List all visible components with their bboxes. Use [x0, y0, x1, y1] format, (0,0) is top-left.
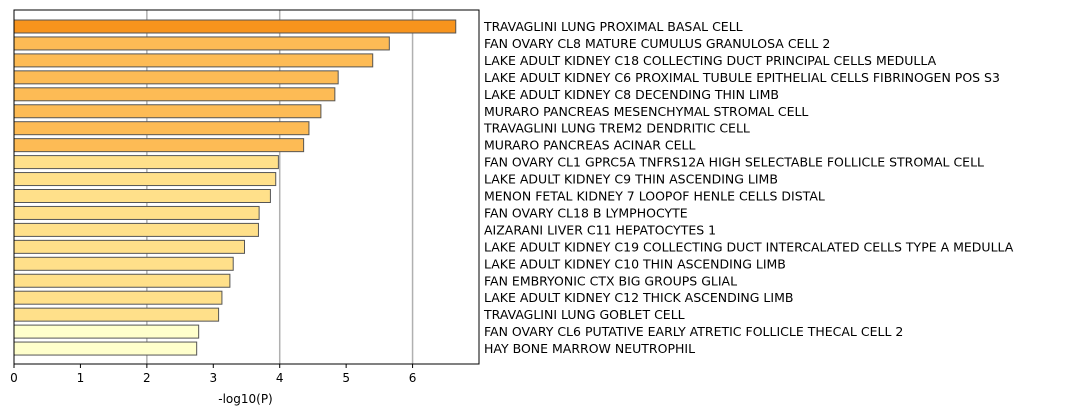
category-label: FAN OVARY CL8 MATURE CUMULUS GRANULOSA C…	[484, 36, 830, 51]
category-label: TRAVAGLINI LUNG PROXIMAL BASAL CELL	[483, 19, 743, 34]
x-ticks: 0 1 2 3 4 5 6	[10, 364, 416, 385]
bar	[13, 222, 259, 237]
bar	[13, 87, 336, 102]
category-label: LAKE ADULT KIDNEY C19 COLLECTING DUCT IN…	[484, 239, 1014, 254]
bar	[13, 19, 457, 34]
bars	[13, 19, 457, 356]
category-label: LAKE ADULT KIDNEY C18 COLLECTING DUCT PR…	[484, 53, 937, 68]
bar	[13, 121, 310, 136]
category-label: TRAVAGLINI LUNG TREM2 DENDRITIC CELL	[483, 121, 750, 136]
bar	[13, 104, 322, 119]
x-tick-label: 5	[342, 371, 350, 385]
bar	[13, 290, 223, 305]
category-label: LAKE ADULT KIDNEY C6 PROXIMAL TUBULE EPI…	[484, 70, 1000, 85]
category-label: LAKE ADULT KIDNEY C9 THIN ASCENDING LIMB	[484, 172, 778, 187]
x-tick-label: 3	[209, 371, 217, 385]
plot-frame	[13, 9, 480, 365]
bar	[13, 256, 234, 271]
bar	[13, 239, 246, 254]
category-label: FAN OVARY CL18 B LYMPHOCYTE	[484, 205, 688, 220]
x-tick-label: 2	[143, 371, 151, 385]
category-labels: TRAVAGLINI LUNG PROXIMAL BASAL CELL FAN O…	[483, 19, 1014, 356]
category-label: LAKE ADULT KIDNEY C10 THIN ASCENDING LIM…	[484, 256, 786, 271]
category-label: AIZARANI LIVER C11 HEPATOCYTES 1	[484, 222, 716, 237]
grid-lines	[146, 10, 414, 364]
category-label: MENON FETAL KIDNEY 7 LOOPOF HENLE CELLS …	[484, 189, 825, 204]
category-label: HAY BONE MARROW NEUTROPHIL	[484, 341, 695, 356]
x-tick-label: 1	[77, 371, 85, 385]
category-label: MURARO PANCREAS ACINAR CELL	[484, 138, 695, 153]
bar	[13, 307, 220, 322]
bar	[13, 273, 231, 288]
bar	[13, 53, 374, 68]
category-label: LAKE ADULT KIDNEY C8 DECENDING THIN LIMB	[484, 87, 779, 102]
bar	[13, 70, 339, 85]
category-label: MURARO PANCREAS MESENCHYMAL STROMAL CELL	[484, 104, 808, 119]
bar	[13, 341, 198, 356]
x-tick-label: 6	[409, 371, 417, 385]
bar	[13, 155, 279, 170]
bar	[13, 172, 277, 187]
category-label: FAN OVARY CL6 PUTATIVE EARLY ATRETIC FOL…	[484, 324, 903, 339]
x-tick-label: 0	[10, 371, 18, 385]
bar	[13, 189, 271, 203]
bar	[13, 138, 305, 153]
category-label: FAN OVARY CL1 GPRC5A TNFRS12A HIGH SELEC…	[484, 155, 984, 170]
category-label: FAN EMBRYONIC CTX BIG GROUPS GLIAL	[484, 273, 737, 288]
bar	[13, 324, 200, 339]
bar	[13, 205, 260, 220]
bar	[13, 36, 390, 51]
x-tick-label: 4	[276, 371, 284, 385]
x-axis-title: -log10(P)	[218, 392, 273, 406]
category-label: LAKE ADULT KIDNEY C12 THICK ASCENDING LI…	[484, 290, 793, 305]
category-label: TRAVAGLINI LUNG GOBLET CELL	[483, 307, 685, 322]
